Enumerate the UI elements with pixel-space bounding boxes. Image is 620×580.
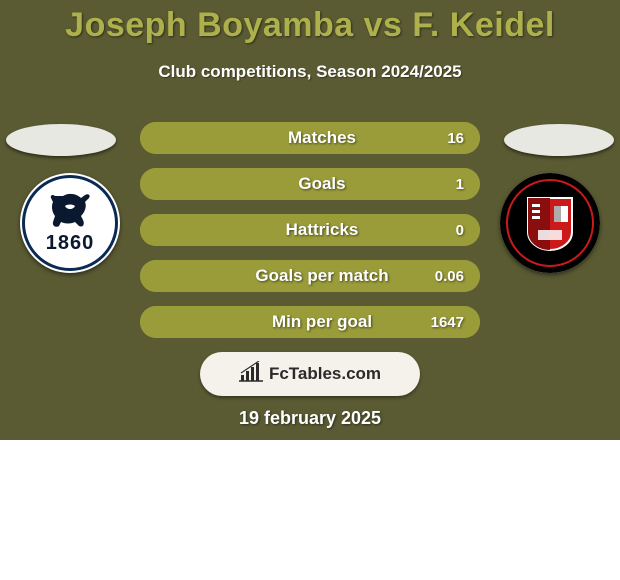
- badge-1860-year: 1860: [46, 232, 95, 255]
- page-title: Joseph Boyamba vs F. Keidel: [0, 6, 620, 45]
- stat-bar: Min per goal1647: [140, 306, 480, 338]
- stat-bar: Goals1: [140, 168, 480, 200]
- stat-fill-right: [140, 122, 480, 154]
- club-badge-1860: 1860: [20, 173, 120, 273]
- stat-bar: Matches16: [140, 122, 480, 154]
- club-badge-ingolstadt: [500, 173, 600, 273]
- background-bottom: [0, 440, 620, 580]
- stat-value-right: 16: [447, 122, 464, 154]
- stat-value-right: 0.06: [435, 260, 464, 292]
- stat-value-right: 1647: [431, 306, 464, 338]
- page-subtitle: Club competitions, Season 2024/2025: [0, 62, 620, 82]
- stat-bar: Goals per match0.06: [140, 260, 480, 292]
- brand-label: FcTables.com: [269, 364, 381, 384]
- stat-value-right: 1: [456, 168, 464, 200]
- player-placeholder-right: [504, 124, 614, 156]
- stat-value-right: 0: [456, 214, 464, 246]
- shield-icon: [524, 194, 576, 252]
- stat-fill-right: [140, 168, 480, 200]
- stats-area: Matches16 Goals1 Hattricks0 Goals per match…: [140, 122, 480, 352]
- lion-icon: [47, 192, 93, 232]
- stat-bar: Hattricks0: [140, 214, 480, 246]
- bar-chart-icon: [239, 361, 263, 388]
- badge-1860-ring: 1860: [22, 175, 118, 271]
- brand-badge: FcTables.com: [200, 352, 420, 396]
- stat-fill-right: [140, 214, 480, 246]
- stat-fill-right: [140, 260, 480, 292]
- stat-fill-right: [140, 306, 480, 338]
- badge-ingolstadt-circle: [500, 173, 600, 273]
- player-placeholder-left: [6, 124, 116, 156]
- date-label: 19 february 2025: [0, 408, 620, 429]
